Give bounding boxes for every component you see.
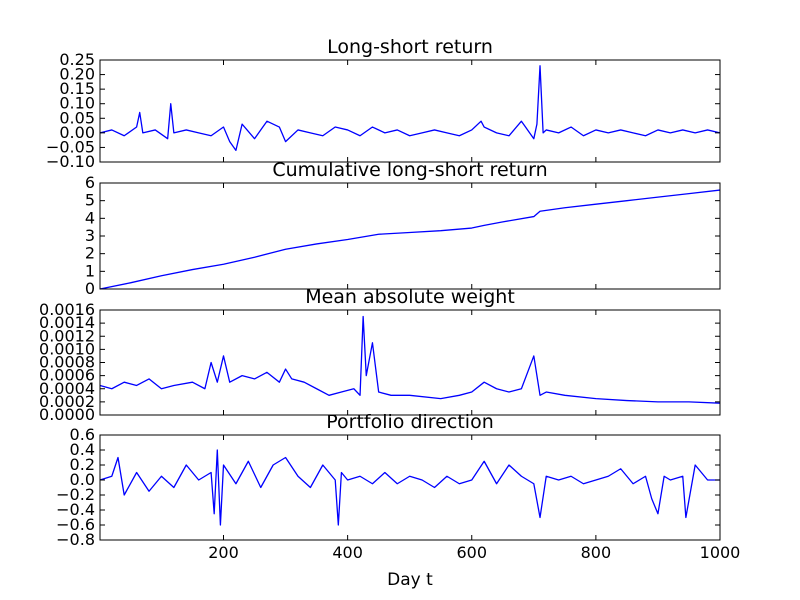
axes-frame (99, 59, 721, 163)
axes-frame (99, 434, 721, 541)
y-tick-label: −0.8 (56, 530, 95, 549)
axes-frame (99, 309, 721, 416)
subplot-title: Portfolio direction (326, 411, 493, 433)
y-tick-label: 0.0016 (39, 300, 95, 319)
subplot-title: Long-short return (327, 36, 493, 58)
subplot-3: 0.00000.00020.00040.00060.00080.00100.00… (39, 286, 721, 424)
x-tick-label: 1000 (700, 543, 741, 562)
y-tick-label: 0.0 (70, 470, 95, 489)
y-tick-label: 0.25 (59, 50, 95, 69)
y-tick-label: 0.0000 (39, 405, 95, 424)
x-tick-label: 200 (208, 543, 239, 562)
subplot-1: −0.10−0.050.000.050.100.150.200.25 Long-s… (46, 36, 721, 171)
subplot-title: Mean absolute weight (305, 286, 515, 308)
y-tick-label: 0.0014 (39, 313, 95, 332)
y-tick-label: 1 (85, 261, 95, 280)
y-tick-label: 2 (85, 244, 95, 263)
y-tick-label: 0.2 (70, 455, 95, 474)
y-tick-label: 0.20 (59, 65, 95, 84)
y-tick-label: 0.10 (59, 94, 95, 113)
y-tick-label: 0.0008 (39, 353, 95, 372)
y-tick-label: 0.6 (70, 425, 95, 444)
y-tick-label: −0.2 (56, 485, 95, 504)
y-tick-label: 0.0010 (39, 339, 95, 358)
y-tick-label: 0.0012 (39, 326, 95, 345)
y-tick-label: 0.0002 (39, 392, 95, 411)
series-line-4-1 (99, 449, 720, 526)
subplot-title: Cumulative long-short return (272, 159, 547, 181)
y-tick-label: −0.4 (56, 500, 95, 519)
subplot-4: −0.8−0.6−0.4−0.20.00.20.40.6 200 400 600 800… (56, 411, 740, 590)
y-tick-label: 0.15 (59, 79, 95, 98)
y-tick-label: 0.0006 (39, 366, 95, 385)
y-tick-label: 6 (85, 173, 95, 192)
y-tick-label: 0.0004 (39, 379, 95, 398)
y-tick-label: 0.00 (59, 123, 95, 142)
x-tick-label: 600 (456, 543, 487, 562)
y-tick-label: −0.6 (56, 515, 95, 534)
x-tick-label: 400 (332, 543, 363, 562)
y-tick-label: 5 (85, 191, 95, 210)
y-tick-label: 0.4 (70, 440, 95, 459)
axes-frame (99, 182, 721, 290)
x-tick-label: 800 (581, 543, 612, 562)
y-tick-label: 0.05 (59, 108, 95, 127)
series-line-1-1 (99, 65, 721, 151)
y-tick-label: 3 (85, 226, 95, 245)
y-tick-label: 4 (85, 208, 95, 227)
x-axis-label: Day t (387, 570, 433, 590)
y-tick-label: 0 (85, 279, 95, 298)
series-line-3-1 (99, 315, 721, 404)
y-tick-label: −0.05 (46, 137, 95, 156)
y-tick-label: −0.10 (46, 152, 95, 171)
series-line-2-1 (99, 189, 721, 290)
